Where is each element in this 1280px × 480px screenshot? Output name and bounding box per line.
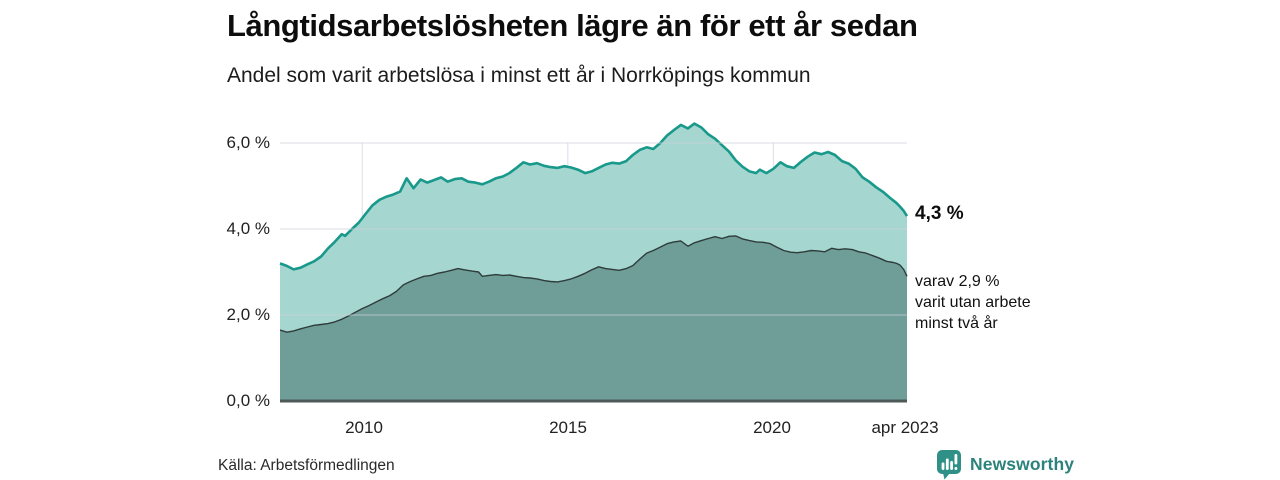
page-subtitle: Andel som varit arbetslösa i minst ett å…: [227, 64, 811, 87]
two-year-annotation: varav 2,9 % varit utan arbete minst två …: [915, 271, 1031, 334]
annotation-line-1: varav 2,9 %: [915, 273, 1000, 290]
annotation-line-2: varit utan arbete: [915, 294, 1031, 311]
page-title: Långtidsarbetslösheten lägre än för ett …: [227, 8, 918, 43]
y-tick-label-2: 2,0 %: [226, 305, 270, 324]
x-tick-label-2010: 2010: [345, 418, 383, 437]
source-credit: Källa: Arbetsförmedlingen: [218, 457, 395, 474]
horizontal-gridlines: [280, 142, 907, 316]
x-tick-label-2015: 2015: [549, 418, 587, 437]
line-two-year-unemployed: [279, 235, 908, 333]
newsworthy-icon: [937, 450, 961, 480]
speech-bubble-tail: [943, 473, 950, 480]
newsworthy-logo: Newsworthy: [936, 449, 1074, 480]
annotation-line-3: minst två år: [915, 315, 998, 332]
y-tick-label-6: 6,0 %: [226, 133, 270, 152]
x-tick-label-apr-2023: apr 2023: [871, 418, 939, 437]
line-total-unemployed: [279, 122, 909, 271]
x-tick-label-2020: 2020: [753, 418, 791, 437]
area-two-year-unemployed: [280, 235, 907, 401]
newsworthy-wordmark: Newsworthy: [970, 454, 1075, 474]
y-tick-label-0: 0,0 %: [226, 391, 270, 410]
y-tick-label-4: 4,0 %: [226, 219, 270, 238]
series-end-value-label: 4,3 %: [915, 203, 964, 224]
